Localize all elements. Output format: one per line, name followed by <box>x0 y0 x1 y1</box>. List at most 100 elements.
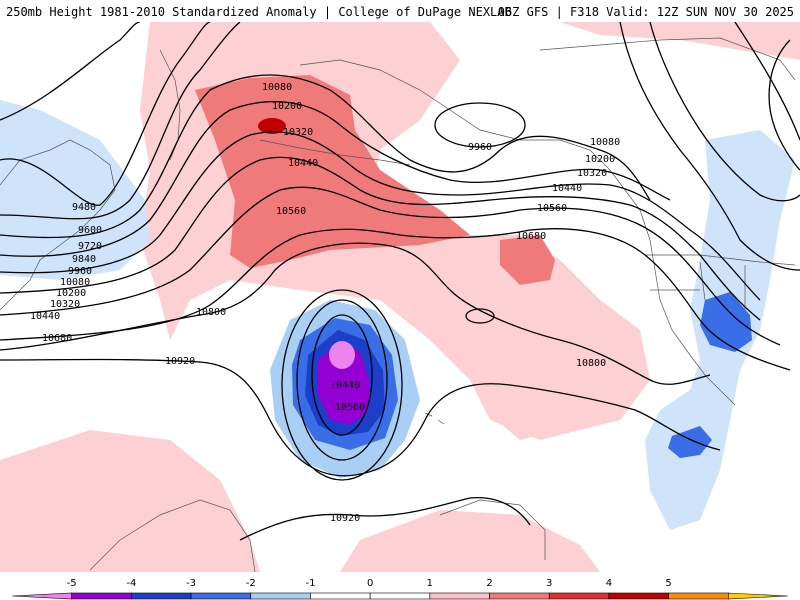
contour-10920-south <box>239 496 531 541</box>
south-coast <box>439 499 546 560</box>
colorbar-ticks: -5 -4 -3 -2 -1 0 1 2 3 4 5 <box>67 578 672 589</box>
colorbar-swatch <box>728 592 789 600</box>
label-9960: 9960 <box>68 266 92 277</box>
label-north-10200: 10200 <box>272 101 302 112</box>
contour-9 <box>0 228 791 371</box>
anomaly-shading <box>0 22 800 572</box>
label-north-10560: 10560 <box>276 206 306 217</box>
colorbar-tick-label: 1 <box>427 578 433 589</box>
colorbar-swatch <box>608 592 669 600</box>
label-9480: 9480 <box>72 202 96 213</box>
contour-10800 <box>0 242 711 385</box>
colorbar-tick-label: 0 <box>367 578 373 589</box>
label-center-10800: 10800 <box>196 307 226 318</box>
colorbar-swatch <box>11 592 72 600</box>
colorbar-swatch <box>489 592 550 600</box>
label-east-10080: 10080 <box>590 137 620 148</box>
contour-8 <box>0 186 781 346</box>
colorbar-tick-label: -5 <box>67 578 77 589</box>
us-borders <box>645 254 796 310</box>
anomaly-map: 9480 9600 9720 9840 9960 10080 10200 103… <box>0 22 800 572</box>
label-9600: 9600 <box>78 225 102 236</box>
colorbar-tick-label: -3 <box>186 578 196 589</box>
contour-labels: 9480 9600 9720 9840 9960 10080 10200 103… <box>30 82 620 524</box>
map-title: 250mb Height 1981-2010 Standardized Anom… <box>6 5 512 19</box>
label-north-10440: 10440 <box>288 158 318 169</box>
positive-anomaly-southwest <box>0 430 260 572</box>
colorbar-swatch <box>250 592 311 600</box>
colorbar-swatch <box>71 592 132 600</box>
low-contour-2 <box>296 299 388 461</box>
label-east-10200: 10200 <box>585 154 615 165</box>
label-se-10800: 10800 <box>576 358 606 369</box>
height-contours <box>0 22 800 541</box>
colorbar-tick-label: 4 <box>606 578 612 589</box>
mid-low <box>465 308 495 324</box>
label-10320: 10320 <box>50 299 80 310</box>
negative-anomaly-west <box>0 100 150 280</box>
contour-5 <box>0 101 671 257</box>
asia-coast <box>0 139 116 311</box>
label-east-10560: 10560 <box>537 203 567 214</box>
positive-anomaly-max <box>258 118 286 134</box>
colorbar-tick-label: -2 <box>246 578 256 589</box>
colorbar-swatch <box>369 592 431 600</box>
alaska-low-1 <box>434 102 526 148</box>
positive-anomaly-south <box>340 510 600 572</box>
header: 250mb Height 1981-2010 Standardized Anom… <box>0 0 800 22</box>
label-9720: 9720 <box>78 241 102 252</box>
positive-anomaly-top <box>560 22 800 60</box>
contour-10920 <box>0 358 721 477</box>
label-10680: 10680 <box>42 333 72 344</box>
contour-6 <box>0 131 761 301</box>
australia-coast <box>89 499 256 572</box>
label-south-10920: 10920 <box>330 513 360 524</box>
colorbar-swatch <box>668 592 729 600</box>
contour-2 <box>0 22 211 206</box>
label-alaska-9960: 9960 <box>468 142 492 153</box>
label-north-10320: 10320 <box>283 127 313 138</box>
label-low-10560: 10560 <box>335 402 365 413</box>
label-east-10680: 10680 <box>516 231 546 242</box>
colorbar-swatches <box>11 592 789 600</box>
contour-7 <box>0 156 761 321</box>
east-contour-1 <box>649 22 800 202</box>
low-contour-1 <box>311 314 373 436</box>
negative-anomaly-east-mid <box>700 292 752 352</box>
colorbar-tick-label: -1 <box>305 578 315 589</box>
east-contour-2 <box>619 22 800 271</box>
positive-anomaly-southeast <box>485 345 600 440</box>
east-contour-3 <box>734 22 800 141</box>
east-contour-4 <box>768 39 800 171</box>
low-contour-3 <box>281 289 403 481</box>
label-9840: 9840 <box>72 254 96 265</box>
colorbar-tick-label: 5 <box>665 578 671 589</box>
label-low-10440: 10440 <box>330 380 360 391</box>
colorbar: -5 -4 -3 -2 -1 0 1 2 3 4 5 <box>11 578 789 600</box>
colorbar-swatch <box>548 592 610 600</box>
label-east-10320: 10320 <box>577 168 607 179</box>
colorbar-swatch <box>429 592 490 600</box>
colorbar-swatch <box>131 592 192 600</box>
contour-1 <box>0 22 141 121</box>
label-10200: 10200 <box>56 288 86 299</box>
negative-anomaly-center-min <box>329 341 355 369</box>
colorbar-tick-label: -4 <box>126 578 136 589</box>
contour-3 <box>0 22 241 220</box>
label-north-10080: 10080 <box>262 82 292 93</box>
colorbar-swatch <box>310 592 371 600</box>
colorbar-tick-label: 3 <box>546 578 552 589</box>
na-westcoast <box>639 209 736 406</box>
contour-4 <box>0 74 651 239</box>
colorbar-swatch <box>190 592 252 600</box>
negative-anomaly-center-purple <box>318 342 370 425</box>
aleutians <box>259 139 411 166</box>
canada-coast <box>539 37 796 81</box>
label-10440: 10440 <box>30 311 60 322</box>
label-10080: 10080 <box>60 277 90 288</box>
positive-anomaly-red-east <box>500 235 555 285</box>
model-valid-time: 06Z GFS | F318 Valid: 12Z SUN NOV 30 202… <box>497 5 794 19</box>
label-center-10920: 10920 <box>165 356 195 367</box>
colorbar-tick-label: 2 <box>486 578 492 589</box>
label-east-10440: 10440 <box>552 183 582 194</box>
